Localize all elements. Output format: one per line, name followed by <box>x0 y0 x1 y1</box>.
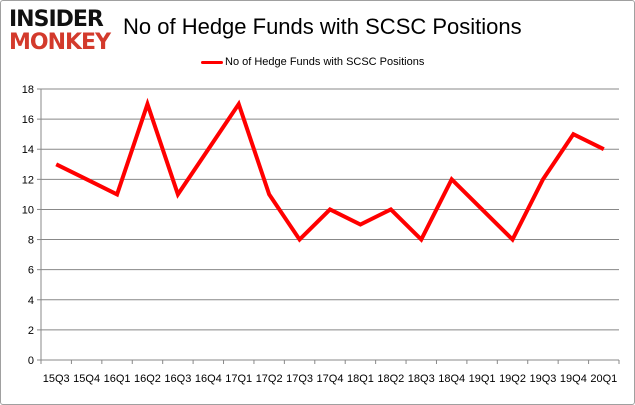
x-tick-label: 18Q4 <box>438 373 465 385</box>
x-tick-label: 15Q3 <box>43 373 70 385</box>
x-tick-label: 16Q4 <box>195 373 222 385</box>
x-tick-label: 20Q1 <box>590 373 617 385</box>
x-tick-label: 19Q3 <box>529 373 556 385</box>
logo-line-1: INSIDER <box>9 7 104 32</box>
y-tick-label: 14 <box>22 144 34 156</box>
y-tick-label: 8 <box>28 235 34 247</box>
x-tick-label: 19Q1 <box>469 373 496 385</box>
x-tick-label: 15Q4 <box>73 373 100 385</box>
insider-monkey-logo: INSIDER MONKEY <box>9 7 119 55</box>
y-tick-label: 2 <box>28 325 34 337</box>
y-tick-label: 10 <box>22 204 34 216</box>
x-tick-label: 17Q1 <box>225 373 252 385</box>
x-tick-label: 18Q2 <box>377 373 404 385</box>
y-tick-label: 6 <box>28 265 34 277</box>
x-tick-label: 16Q1 <box>104 373 131 385</box>
y-tick-label: 4 <box>28 295 34 307</box>
x-tick-label: 18Q1 <box>347 373 374 385</box>
chart-title: No of Hedge Funds with SCSC Positions <box>123 14 522 39</box>
x-tick-label: 19Q2 <box>499 373 526 385</box>
x-tick-label: 16Q3 <box>164 373 191 385</box>
y-tick-label: 18 <box>22 84 34 96</box>
x-tick-label: 16Q2 <box>134 373 161 385</box>
x-tick-label: 17Q4 <box>317 373 344 385</box>
logo-line-2: MONKEY <box>9 30 111 55</box>
x-tick-label: 18Q3 <box>408 373 435 385</box>
legend-label: No of Hedge Funds with SCSC Positions <box>225 56 425 68</box>
y-tick-label: 0 <box>28 355 34 367</box>
x-tick-label: 19Q4 <box>560 373 587 385</box>
y-tick-label: 16 <box>22 114 34 126</box>
legend-swatch <box>201 60 223 64</box>
legend: No of Hedge Funds with SCSC Positions <box>201 56 424 68</box>
series-line <box>55 97 605 243</box>
y-tick-label: 12 <box>22 174 34 186</box>
x-tick-label: 17Q3 <box>286 373 313 385</box>
x-tick-label: 17Q2 <box>256 373 283 385</box>
